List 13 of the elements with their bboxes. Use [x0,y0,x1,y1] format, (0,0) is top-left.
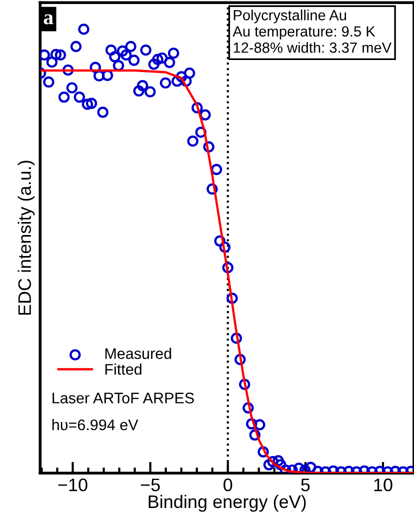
x-tick-label: 0 [224,478,232,492]
annotation: Laser ARToF ARPES [52,392,194,404]
x-tick-label: 5 [301,478,310,492]
x-axis-title: Binding energy (eV) [148,494,306,512]
text: a [44,14,54,24]
legend-label: Measured [105,348,172,359]
annotation: hυ=6.994 eV [52,419,138,430]
legend-label: Fitted [105,364,142,375]
y-axis-title: EDC intensity (a.u.) [18,160,35,315]
x-tick-label: −10 [58,478,88,492]
x-tick-label: 10 [374,478,392,492]
annotation: Polycrystalline Au Au temperature: 9.5 K 12-88% width: 3.37 meV [232,10,392,53]
x-tick-label: −5 [140,478,160,492]
